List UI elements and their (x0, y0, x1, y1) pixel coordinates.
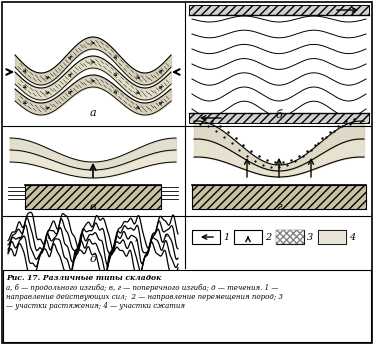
Bar (318, 230, 346, 244)
Text: 3: 3 (307, 233, 313, 241)
Text: Рис. 17. Различные типы складок: Рис. 17. Различные типы складок (6, 274, 161, 282)
Bar (276, 230, 304, 244)
Bar (189, 5, 369, 123)
Bar (25, 185, 161, 209)
Bar (318, 230, 346, 244)
Text: а, б — продольного изгиба; в, г — поперечного изгиба; д — течения. 1 —: а, б — продольного изгиба; в, г — попере… (6, 284, 278, 292)
Bar (189, 113, 369, 123)
Text: а: а (90, 108, 96, 118)
Text: 4: 4 (349, 233, 355, 241)
Bar (192, 230, 220, 244)
Bar (234, 230, 262, 244)
Text: — участки растяжения; 4 — участки сжатия: — участки растяжения; 4 — участки сжатия (6, 302, 185, 310)
Bar (189, 5, 369, 15)
Text: г: г (276, 202, 282, 212)
Bar (5, 5, 181, 123)
Text: 2: 2 (265, 233, 271, 241)
Bar (5, 220, 181, 266)
Bar (5, 130, 181, 213)
Text: в: в (90, 202, 96, 212)
Text: д: д (89, 254, 96, 264)
Bar (189, 130, 369, 213)
Text: б: б (276, 110, 282, 120)
Text: 1: 1 (223, 233, 229, 241)
Text: направление действующих сил;  2 — направление перемещения пород; 3: направление действующих сил; 2 — направл… (6, 293, 283, 301)
Bar (3, 270, 371, 342)
Bar (192, 185, 366, 209)
Bar (276, 230, 304, 244)
